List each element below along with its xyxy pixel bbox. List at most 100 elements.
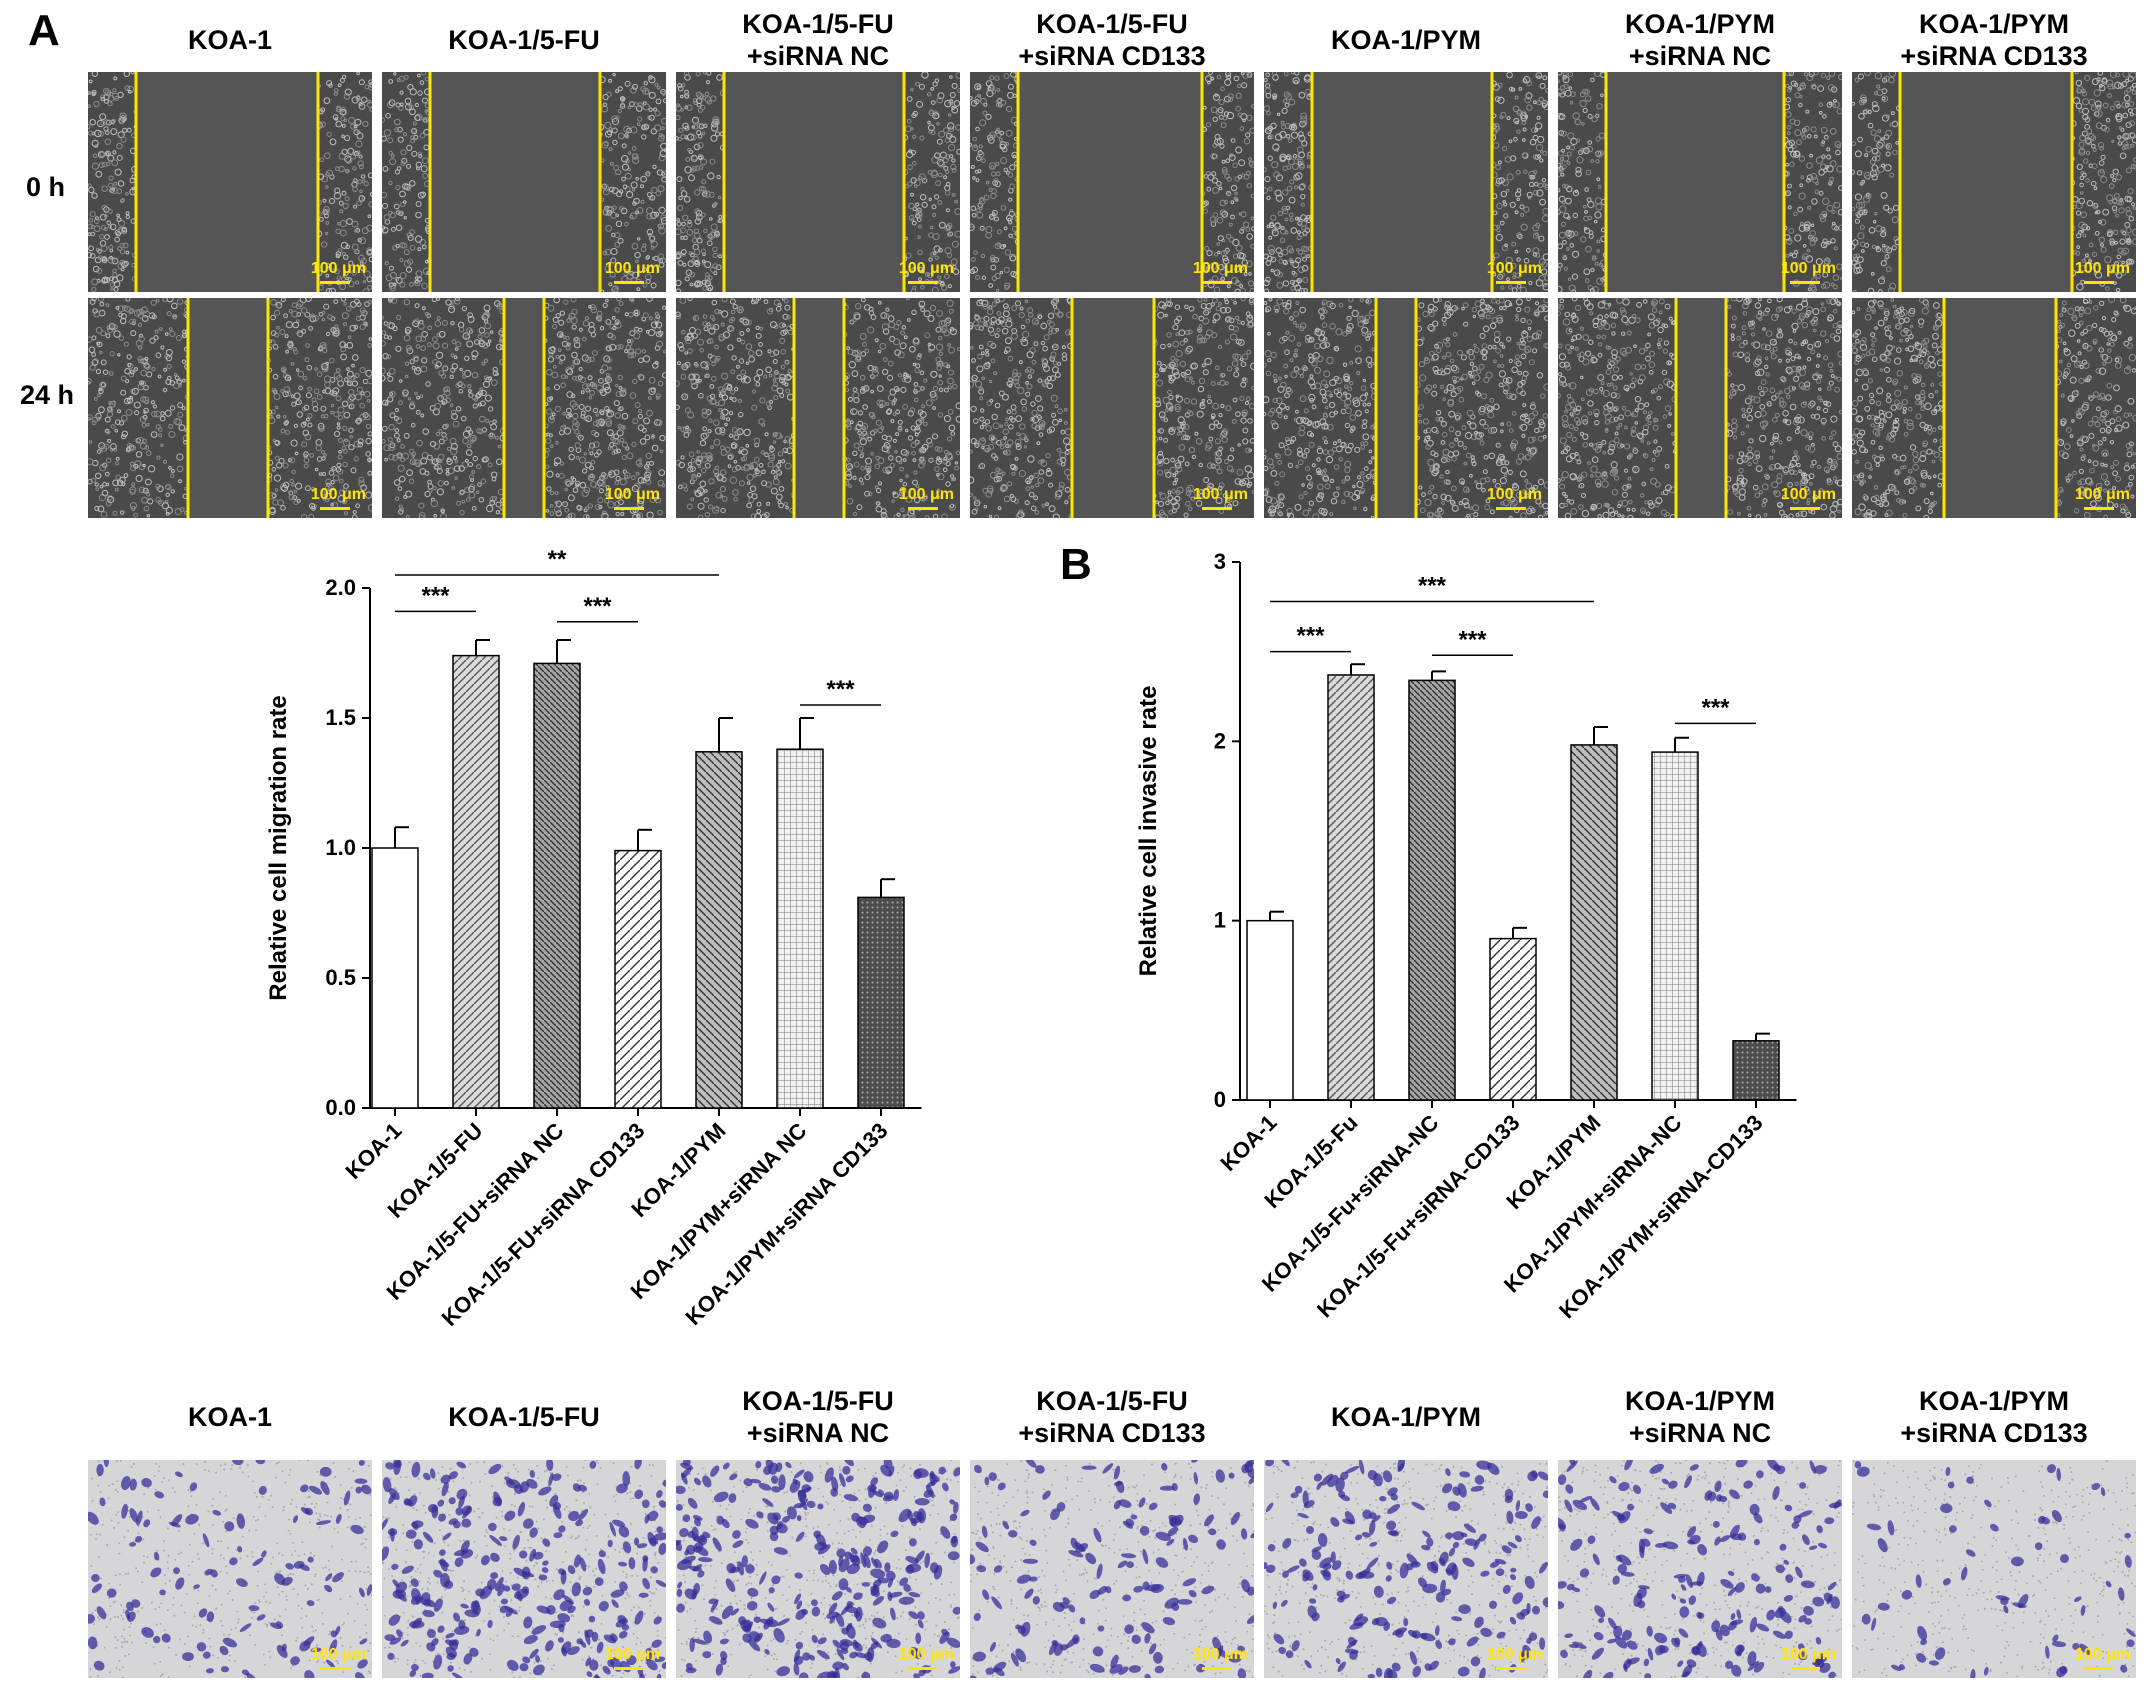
scratch-image-0h-1: 100 μm xyxy=(382,72,666,292)
scratch-column-title-5: KOA-1/PYM +siRNA NC xyxy=(1624,9,1776,71)
scale-bar xyxy=(320,281,350,284)
scratch-image-24h-3: 100 μm xyxy=(970,298,1254,518)
x-tick-label-0: KOA-1 xyxy=(1215,1110,1281,1176)
significance-label-3: *** xyxy=(1701,694,1730,721)
transwell-image-1: 100 μm xyxy=(382,1460,666,1678)
scale-bar xyxy=(908,281,938,284)
scale-bar xyxy=(1496,507,1526,510)
scale-bar xyxy=(1496,1667,1526,1670)
bar-3 xyxy=(614,849,662,1109)
scratch-column-title-0: KOA-1 xyxy=(187,25,272,55)
y-tick-label: 1.0 xyxy=(325,835,356,860)
panel-a-letter: A xyxy=(28,6,60,55)
scale-bar xyxy=(2084,281,2114,284)
y-tick-label: 1.5 xyxy=(325,705,356,730)
y-tick-label: 1 xyxy=(1214,908,1226,933)
transwell-column-title-5: KOA-1/PYM +siRNA NC xyxy=(1624,1386,1776,1448)
scale-bar-label: 100 μm xyxy=(2074,1646,2130,1663)
x-tick-label-0: KOA-1 xyxy=(340,1118,406,1184)
scratch-image-24h-2: 100 μm xyxy=(676,298,960,518)
scale-bar xyxy=(908,507,938,510)
scale-bar xyxy=(1202,1667,1232,1670)
scale-bar-label: 100 μm xyxy=(898,486,954,503)
scale-bar xyxy=(2084,507,2114,510)
bar-4 xyxy=(695,751,743,1109)
y-axis-label: Relative cell invasive rate xyxy=(1135,686,1162,977)
scratch-column-title-4: KOA-1/PYM xyxy=(1330,25,1482,55)
transwell-column-title-1: KOA-1/5-FU xyxy=(448,1402,600,1432)
significance-label-2: *** xyxy=(583,593,612,620)
scratch-image-0h-4: 100 μm xyxy=(1264,72,1548,292)
significance-label-1: *** xyxy=(421,582,450,609)
scale-bar-label: 100 μm xyxy=(604,260,660,277)
y-tick-label: 0.0 xyxy=(325,1095,356,1120)
transwell-column-title-4: KOA-1/PYM xyxy=(1330,1402,1482,1432)
scratch-image-24h-4: 100 μm xyxy=(1264,298,1548,518)
scratch-column-title-2: KOA-1/5-FU +siRNA NC xyxy=(742,9,894,71)
scale-bar xyxy=(908,1667,938,1670)
scale-bar xyxy=(614,1667,644,1670)
scale-bar xyxy=(1790,1667,1820,1670)
y-tick-label: 0 xyxy=(1214,1087,1226,1112)
transwell-image-5: 100 μm xyxy=(1558,1460,1842,1678)
scale-bar xyxy=(614,507,644,510)
transwell-image-0: 100 μm xyxy=(88,1460,372,1678)
transwell-column-title-0: KOA-1 xyxy=(187,1402,272,1432)
scale-bar xyxy=(1202,507,1232,510)
scale-bar-label: 100 μm xyxy=(310,1646,366,1663)
scale-bar-label: 100 μm xyxy=(1192,1646,1248,1663)
scale-bar-label: 100 μm xyxy=(1486,260,1542,277)
bar-4 xyxy=(1570,744,1618,1101)
row-label-24h: 24 h xyxy=(20,380,75,410)
scratch-image-24h-1: 100 μm xyxy=(382,298,666,518)
scale-bar-label: 100 μm xyxy=(1780,486,1836,503)
bar-2 xyxy=(1408,679,1456,1101)
scratch-image-0h-2: 100 μm xyxy=(676,72,960,292)
bar-0 xyxy=(371,847,419,1109)
transwell-image-6: 100 μm xyxy=(1852,1460,2136,1678)
panel-b-letter: B xyxy=(1060,540,1092,589)
bar-5 xyxy=(1651,751,1699,1101)
scratch-image-0h-5: 100 μm xyxy=(1558,72,1842,292)
scale-bar-label: 100 μm xyxy=(898,260,954,277)
bar-1 xyxy=(452,654,500,1109)
scratch-column-title-3: KOA-1/5-FU +siRNA CD133 xyxy=(1018,9,1206,71)
scratch-image-0h-6: 100 μm xyxy=(1852,72,2136,292)
scale-bar-label: 100 μm xyxy=(2074,486,2130,503)
bar-6 xyxy=(1732,1040,1780,1101)
row-label-0h: 0 h xyxy=(26,172,66,202)
bar-5 xyxy=(776,748,824,1109)
y-tick-label: 2 xyxy=(1214,728,1226,753)
bar-3 xyxy=(1489,937,1537,1101)
y-tick-label: 3 xyxy=(1214,549,1226,574)
scale-bar xyxy=(1790,507,1820,510)
scale-bar xyxy=(2084,1667,2114,1670)
bar-6 xyxy=(857,896,905,1109)
scale-bar xyxy=(1202,281,1232,284)
significance-label-0: ** xyxy=(548,546,567,573)
scale-bar-label: 100 μm xyxy=(1486,1646,1542,1663)
bar-2 xyxy=(533,662,581,1109)
scratch-column-title-6: KOA-1/PYM +siRNA CD133 xyxy=(1900,9,2088,71)
migration-chart: 0.0 0.5 1.0 1.5 2.0 Relative cell migration r… xyxy=(250,540,930,1370)
scratch-image-0h-3: 100 μm xyxy=(970,72,1254,292)
scale-bar xyxy=(320,1667,350,1670)
significance-label-1: *** xyxy=(1296,623,1325,650)
transwell-column-title-3: KOA-1/5-FU +siRNA CD133 xyxy=(1018,1386,1206,1448)
significance-label-2: *** xyxy=(1458,626,1487,653)
migration-chart-svg: 0.0 0.5 1.0 1.5 2.0 Relative cell migration r… xyxy=(265,546,922,1331)
scale-bar-label: 100 μm xyxy=(310,486,366,503)
scratch-image-24h-0: 100 μm xyxy=(88,298,372,518)
scale-bar-label: 100 μm xyxy=(1780,1646,1836,1663)
scale-bar xyxy=(320,507,350,510)
scratch-column-title-1: KOA-1/5-FU xyxy=(448,25,600,55)
scratch-image-0h-0: 100 μm xyxy=(88,72,372,292)
y-tick-label: 0.5 xyxy=(325,965,356,990)
scale-bar-label: 100 μm xyxy=(1486,486,1542,503)
transwell-image-2: 100 μm xyxy=(676,1460,960,1678)
y-tick-label: 2.0 xyxy=(325,575,356,600)
significance-label-3: *** xyxy=(826,676,855,703)
transwell-column-title-2: KOA-1/5-FU +siRNA NC xyxy=(742,1386,894,1448)
bar-0 xyxy=(1246,919,1294,1101)
